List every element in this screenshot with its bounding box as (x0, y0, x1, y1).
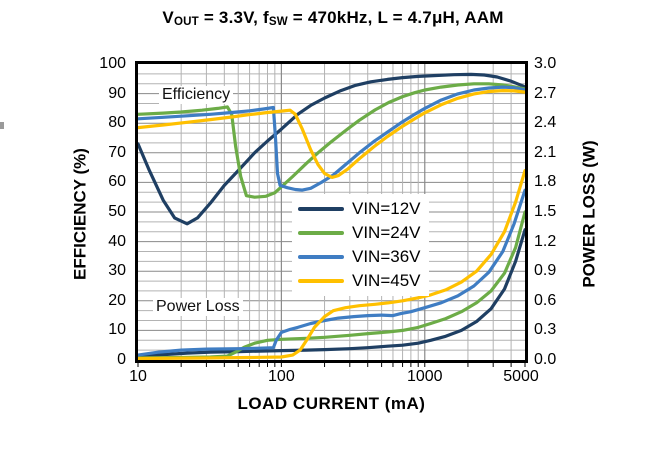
legend-line-swatch (298, 231, 344, 235)
title-subscript: OUT (173, 16, 199, 29)
legend-label: VIN=45V (352, 271, 421, 290)
title-text: V (162, 8, 174, 27)
y-tick-left: 90 (108, 84, 126, 102)
y-tick-right: 3.0 (534, 55, 557, 72)
legend: VIN=12V VIN=24V VIN=36V VIN=45V (292, 194, 429, 296)
y-tick-right: 1.8 (534, 173, 557, 191)
legend-entry: VIN=36V (298, 245, 421, 269)
y-tick-right: 1.2 (534, 232, 557, 250)
y-tick-left: 100 (99, 55, 126, 72)
legend-line-swatch (298, 255, 344, 259)
power-loss-curve-VIN=36V (136, 188, 527, 357)
y-tick-right: 2.7 (534, 84, 557, 102)
legend-entry: VIN=24V (298, 221, 421, 245)
legend-entry: VIN=12V (298, 197, 421, 221)
legend-entry: VIN=45V (298, 269, 421, 293)
y-tick-right: 2.1 (534, 143, 557, 161)
annotation-power-loss: Power Loss (153, 298, 243, 316)
y-tick-left: 20 (108, 291, 126, 309)
legend-label: VIN=36V (352, 247, 421, 266)
x-axis-label: LOAD CURRENT (mA) (237, 394, 426, 413)
efficiency-curve-VIN=45V (136, 89, 527, 180)
y-tick-left: 50 (108, 203, 126, 220)
legend-label: VIN=12V (352, 199, 421, 218)
x-tick: 5000 (503, 368, 539, 385)
plot-area (135, 61, 528, 374)
y-tick-right: 0.6 (534, 291, 557, 309)
efficiency-curve-VIN=12V (136, 72, 527, 226)
power-loss-curve-VIN=24V (136, 210, 527, 360)
power-loss-curve-VIN=12V (136, 228, 527, 358)
screenshot-edge-artifact (0, 122, 4, 129)
y-tick-left: 60 (108, 173, 126, 191)
y-tick-left: 10 (108, 321, 126, 339)
x-tick: 10 (129, 368, 147, 385)
title-text: = 470kHz, L = 4.7μH, AAM (287, 8, 504, 27)
y-tick-right: 0.3 (534, 321, 557, 339)
legend-label: VIN=24V (352, 223, 421, 242)
plot-border (135, 61, 528, 363)
y-tick-left: 70 (108, 143, 126, 161)
legend-line-swatch (298, 207, 344, 211)
y-tick-left: 80 (108, 114, 126, 132)
y-tick-left: 30 (108, 262, 126, 280)
efficiency-curve-VIN=36V (136, 85, 527, 192)
x-tick: 1000 (406, 368, 443, 385)
annotation-efficiency: Efficiency (159, 86, 234, 104)
efficiency-curve-VIN=24V (136, 82, 527, 199)
y-tick-right: 0.9 (534, 262, 557, 280)
y-tick-right: 1.5 (534, 203, 557, 220)
chart-canvas (135, 61, 528, 367)
y-tick-left: 0 (117, 351, 126, 368)
title-subscript: SW (268, 16, 288, 29)
power-loss-curve-VIN=45V (136, 168, 527, 361)
title-text: = 3.3V, f (198, 8, 269, 27)
y-tick-right: 2.4 (534, 114, 557, 132)
legend-line-swatch (298, 279, 344, 283)
chart-title: VOUT = 3.3V, fSW = 470kHz, L = 4.7μH, AA… (0, 8, 666, 28)
y-tick-left: 40 (108, 232, 126, 250)
y-tick-right: 0.0 (534, 351, 557, 368)
x-tick: 100 (268, 368, 295, 385)
